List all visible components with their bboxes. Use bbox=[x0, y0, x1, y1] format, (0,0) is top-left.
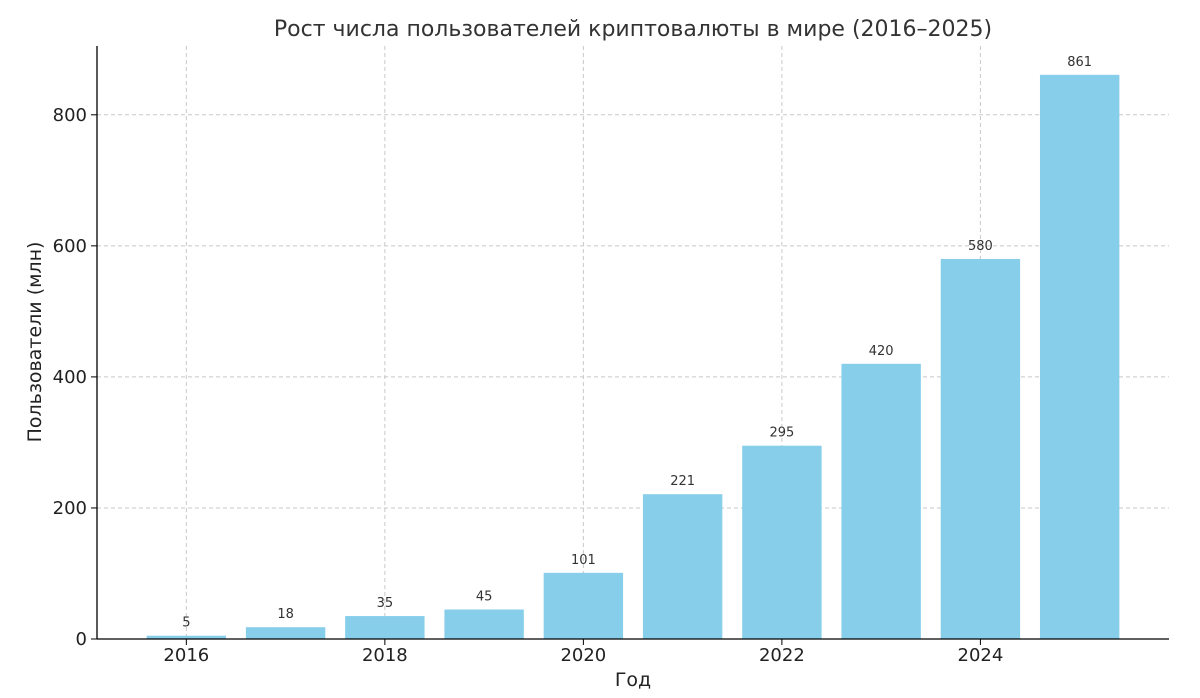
bar-2017 bbox=[245, 627, 326, 639]
bar-value-label-2025: 861 bbox=[1067, 55, 1092, 70]
x-tick-label: 2018 bbox=[362, 645, 408, 666]
bar-value-label-2023: 420 bbox=[869, 344, 894, 359]
bar-2023 bbox=[841, 363, 921, 639]
bar-2025 bbox=[1039, 74, 1120, 640]
bar-value-label-2020: 101 bbox=[571, 553, 596, 568]
bar-value-labels: 5 18 35 45 101 221 295 420 580 861 bbox=[182, 55, 1092, 631]
y-axis-ticks: 0 200 400 600 800 bbox=[53, 105, 97, 650]
y-tick-label: 800 bbox=[53, 105, 87, 126]
x-axis-ticks: 2016 2018 2020 2022 2024 bbox=[163, 639, 1003, 666]
x-tick-label: 2020 bbox=[560, 645, 606, 666]
bars bbox=[146, 74, 1120, 640]
bar-value-label-2019: 45 bbox=[476, 590, 493, 605]
x-axis-label: Год bbox=[615, 669, 651, 691]
grid-lines bbox=[97, 46, 1169, 639]
bar-value-label-2016: 5 bbox=[182, 616, 190, 631]
y-tick-label: 0 bbox=[76, 629, 87, 650]
bar-value-label-2024: 580 bbox=[968, 239, 993, 254]
bar-value-label-2018: 35 bbox=[377, 596, 394, 611]
chart-title: Рост числа пользователей криптовалюты в … bbox=[274, 17, 992, 42]
bar-2022 bbox=[742, 445, 822, 639]
x-tick-label: 2022 bbox=[759, 645, 805, 666]
bar-2024 bbox=[940, 258, 1021, 639]
y-tick-label: 600 bbox=[53, 236, 87, 257]
x-tick-label: 2024 bbox=[958, 645, 1004, 666]
y-axis-label: Пользователи (млн) bbox=[24, 242, 46, 443]
bar-value-label-2021: 221 bbox=[670, 474, 695, 489]
bar-2020 bbox=[543, 572, 624, 639]
bar-value-label-2017: 18 bbox=[277, 607, 294, 622]
x-tick-label: 2016 bbox=[163, 645, 209, 666]
bar-2018 bbox=[345, 616, 425, 639]
y-tick-label: 400 bbox=[53, 367, 87, 388]
bar-value-label-2022: 295 bbox=[769, 426, 794, 441]
bar-2016 bbox=[146, 635, 227, 639]
bar-2021 bbox=[642, 494, 723, 639]
y-tick-label: 200 bbox=[53, 498, 87, 519]
bar-2019 bbox=[444, 609, 524, 639]
